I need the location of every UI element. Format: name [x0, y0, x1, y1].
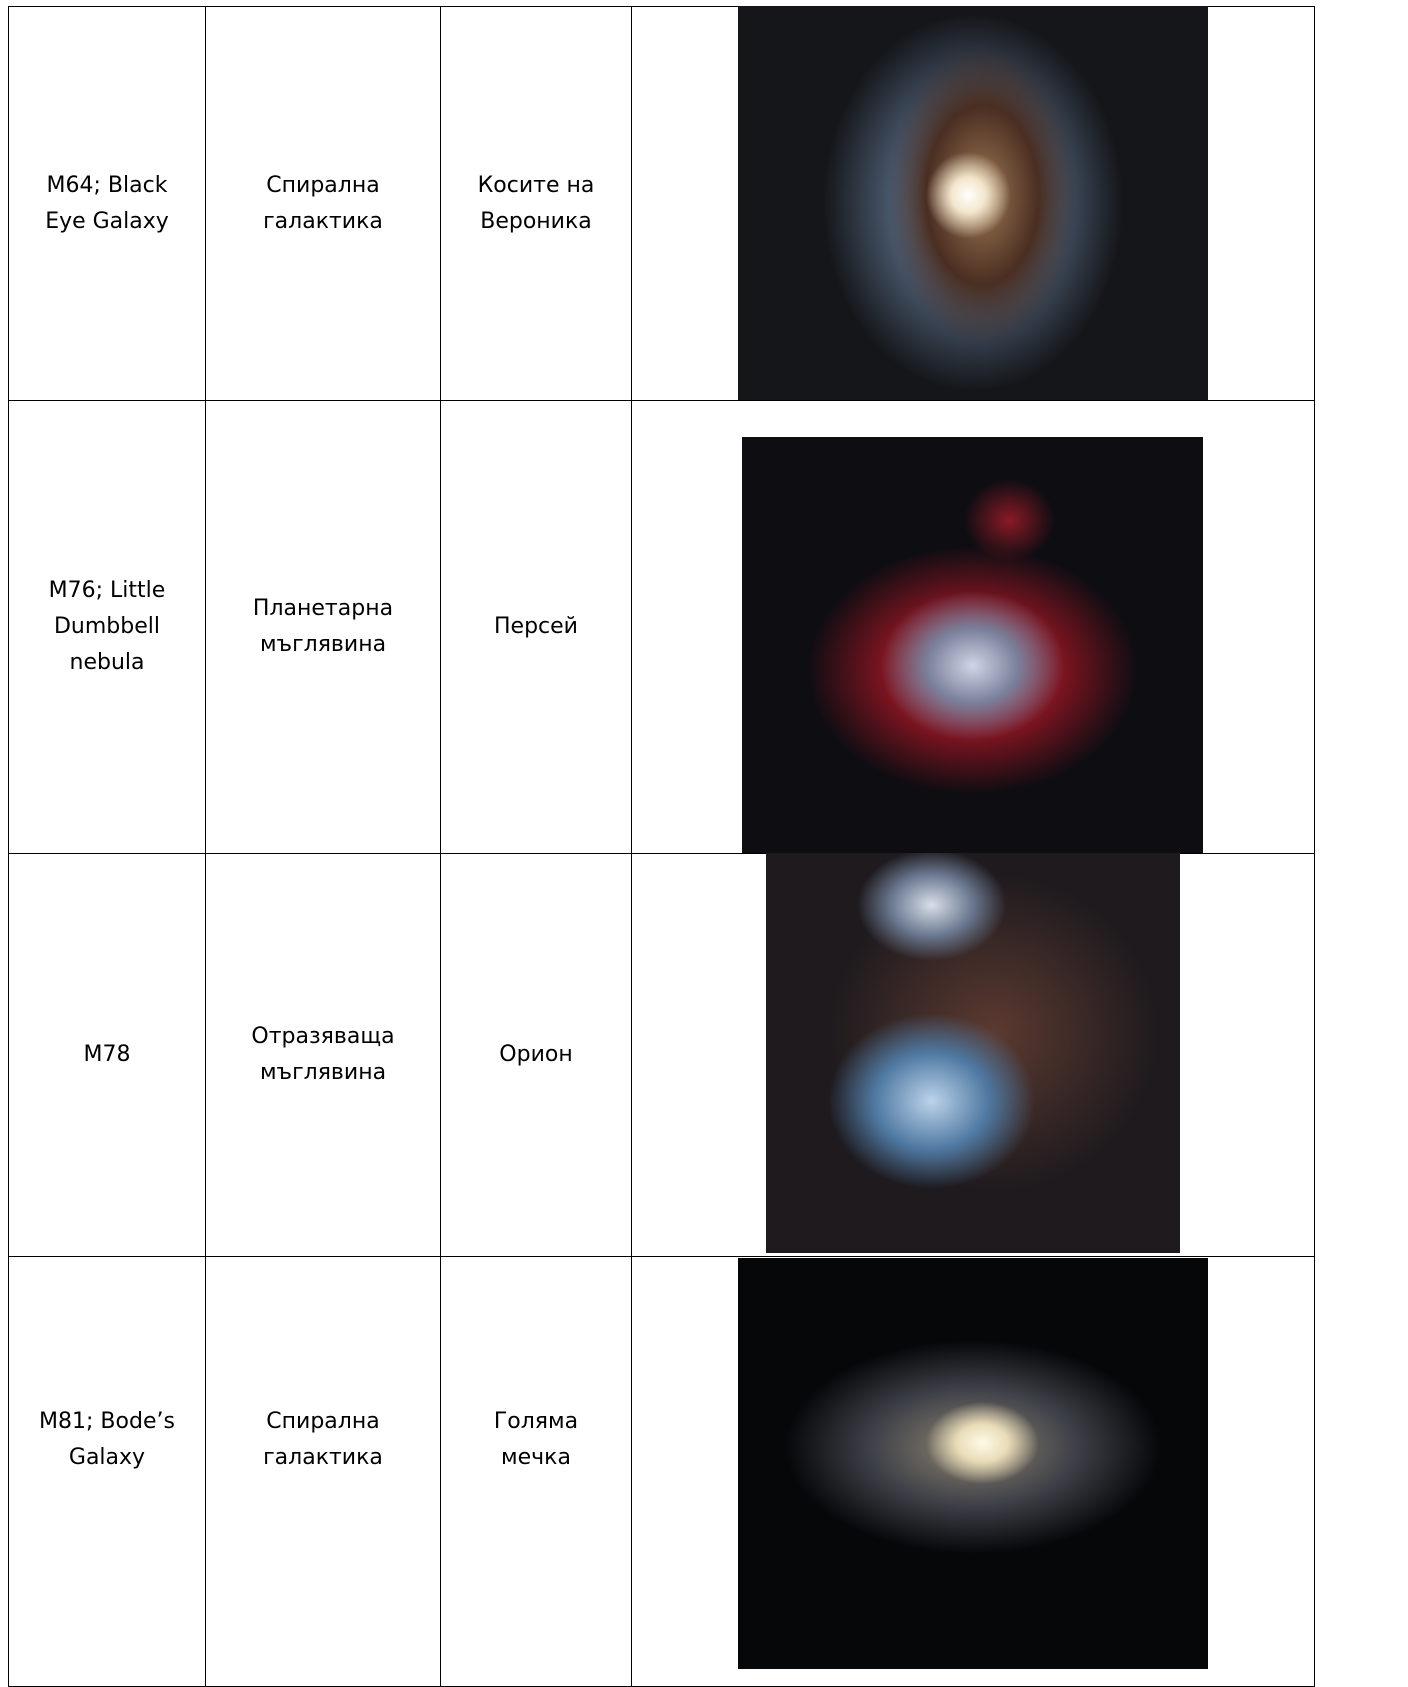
cell: Персей	[440, 400, 632, 854]
galaxy-photo	[738, 1258, 1208, 1669]
cell: Косите на Вероника	[440, 6, 632, 401]
galaxy-photo	[738, 6, 1208, 400]
cell: Планетарна мъглявина	[205, 400, 441, 854]
cell: Голяма мечка	[440, 1256, 632, 1687]
cell: Спирална галактика	[205, 1256, 441, 1687]
cell: Отразяваща мъглявина	[205, 853, 441, 1257]
cell: Орион	[440, 853, 632, 1257]
nebula-photo	[742, 437, 1203, 853]
cell: M78	[8, 853, 206, 1257]
cell: M76; Little Dumbbell nebula	[8, 400, 206, 854]
cell: M64; Black Eye Galaxy	[8, 6, 206, 401]
cell: M81; Bode’s Galaxy	[8, 1256, 206, 1687]
nebula-photo	[766, 853, 1180, 1253]
cell: Спирална галактика	[205, 6, 441, 401]
